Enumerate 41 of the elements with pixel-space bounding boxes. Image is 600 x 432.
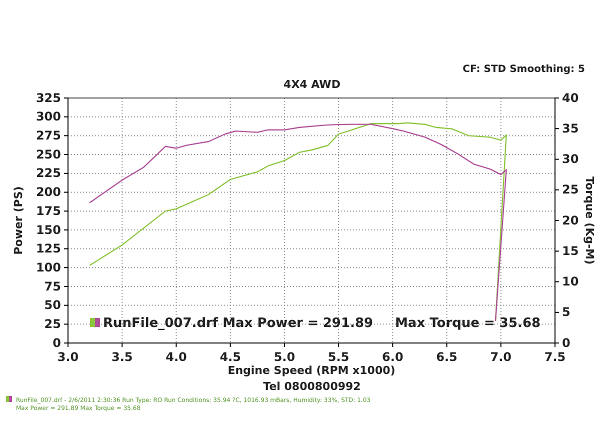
y-tick-label: 50 — [44, 298, 61, 312]
x-tick-label: 7.0 — [490, 350, 512, 364]
x-tick-label: 6.5 — [436, 350, 458, 364]
y-tick-label: 225 — [36, 166, 61, 180]
x-tick-label: 6.0 — [382, 350, 404, 364]
x-tick-label: 5.0 — [274, 350, 296, 364]
y-tick-label: 250 — [36, 147, 61, 162]
y2-tick-label: 15 — [562, 244, 579, 258]
annotation: Max Torque = 35.68 — [395, 316, 541, 331]
x-tick-label: 4.0 — [166, 350, 187, 364]
annotation: RunFile_007.drf Max Power = 291.89 — [103, 316, 374, 331]
y2-tick-label: 25 — [562, 182, 579, 197]
y-tick-label: 275 — [36, 128, 61, 143]
chart-title: 4X4 AWD — [284, 78, 340, 91]
y-tick-label: 0 — [52, 336, 61, 350]
x-tick-label: 3.0 — [57, 350, 79, 364]
y2-axis-title: Torque (Kg-M) — [583, 176, 596, 264]
y-tick-label: 125 — [36, 242, 61, 256]
y-tick-label: 100 — [36, 260, 61, 274]
y2-tick-label: 0 — [562, 336, 570, 350]
y-tick-label: 175 — [36, 204, 61, 218]
y-tick-label: 300 — [36, 110, 61, 124]
y2-tick-label: 40 — [562, 90, 579, 105]
x-axis-title: Engine Speed (RPM x1000) — [228, 364, 396, 377]
text: CF: STD Smoothing: 5 — [462, 64, 586, 75]
y-axis-title: Power (PS) — [12, 186, 25, 255]
y2-tick-label: 5 — [562, 305, 570, 320]
y2-tick-label: 10 — [562, 274, 579, 289]
y-tick-label: 325 — [36, 90, 61, 105]
x-tick-label: 4.5 — [220, 350, 241, 364]
y-tick-label: 200 — [36, 185, 61, 200]
y-tick-label: 75 — [44, 279, 61, 294]
y-tick-label: 150 — [36, 222, 61, 237]
x-tick-label: 3.5 — [111, 350, 133, 364]
x-tick-label: 7.5 — [544, 350, 566, 364]
y2-tick-label: 20 — [562, 213, 579, 228]
text: Tel 0800800992 — [263, 380, 361, 393]
y-tick-label: 25 — [44, 316, 61, 331]
y2-tick-label: 30 — [562, 152, 579, 166]
y2-tick-label: 35 — [562, 121, 579, 136]
x-tick-label: 5.5 — [328, 350, 350, 364]
